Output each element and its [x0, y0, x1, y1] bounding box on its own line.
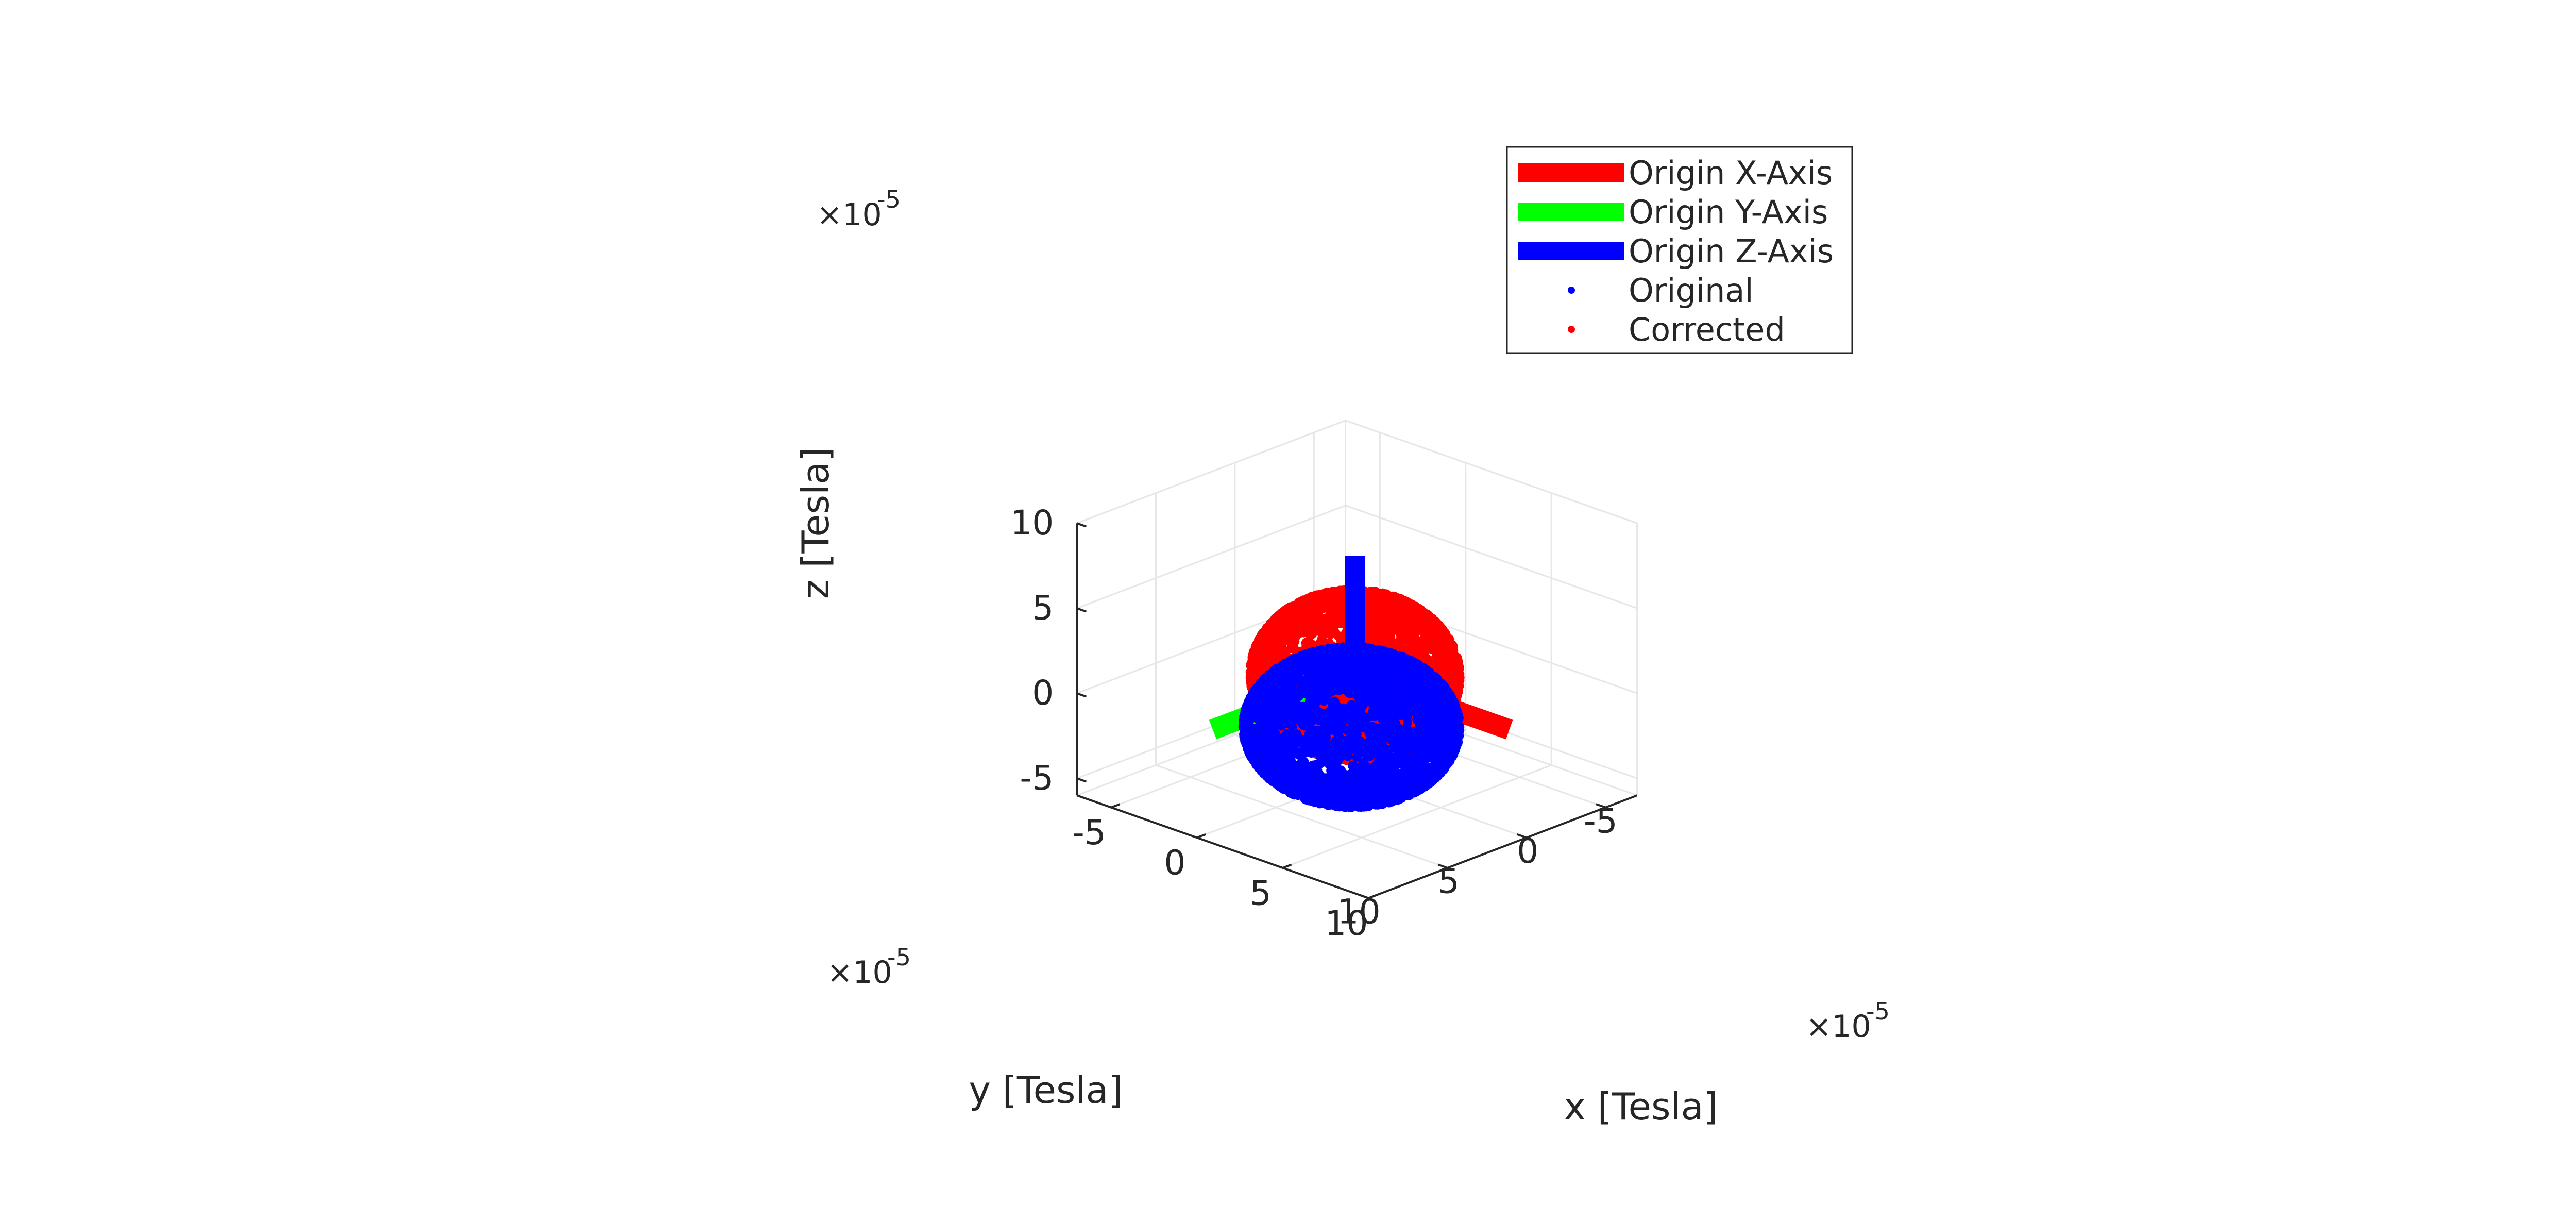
original-points-series [1238, 642, 1465, 812]
z-tick [1076, 607, 1087, 613]
y-tick-label: -5 [1584, 801, 1618, 841]
box-back-edge [1076, 420, 1346, 524]
y-tick [1596, 803, 1606, 809]
original-point [1329, 725, 1338, 735]
corrected-point-trace [1248, 593, 1370, 704]
original-point [1403, 717, 1412, 727]
x-tick [1111, 803, 1121, 809]
y-tick [1517, 833, 1527, 839]
original-point [1352, 747, 1362, 757]
back-wall-grid-line-z [1345, 505, 1638, 609]
original-point [1297, 756, 1307, 766]
y-tick-label: 0 [1517, 831, 1538, 871]
x-axis-ticks: -5 0 5 10 [1072, 803, 1378, 943]
y-axis-line [1368, 794, 1638, 899]
corrected-point [1301, 638, 1311, 647]
x-axis-line [1076, 794, 1369, 899]
z-tick-label: 5 [1032, 588, 1054, 628]
x-tick-label: 10 [1325, 903, 1368, 943]
original-point [1320, 752, 1330, 761]
y-axis-ticks: -5 0 5 10 [1337, 801, 1618, 931]
z-tick [1076, 692, 1087, 698]
side-wall-grid-line-z [1076, 505, 1346, 609]
original-point [1394, 748, 1404, 758]
original-point [1321, 729, 1331, 739]
original-point [1355, 774, 1365, 783]
floor-grid-line-x [1282, 764, 1552, 869]
original-point [1360, 743, 1370, 753]
y-tick-label: 5 [1438, 862, 1460, 901]
z-tick-label: -5 [1020, 758, 1054, 798]
corrected-point [1382, 634, 1392, 644]
x-tick [1282, 863, 1292, 869]
floor-grid-line-y [1156, 764, 1448, 869]
axes-box [1076, 523, 1638, 899]
y-tick [1437, 863, 1448, 869]
x-tick [1368, 894, 1378, 899]
y-tick [1359, 894, 1369, 899]
x-tick-label: 0 [1164, 843, 1185, 883]
original-point [1299, 721, 1309, 731]
x-tick [1196, 833, 1206, 839]
box-back-edge [1345, 420, 1638, 524]
x-tick-label: 5 [1250, 873, 1272, 913]
z-tick-label: 10 [1010, 503, 1054, 543]
corrected-point-trace [1259, 602, 1446, 678]
z-tick [1076, 522, 1087, 528]
y-tick-label: 10 [1337, 892, 1381, 931]
z-tick [1076, 777, 1087, 783]
x-tick-label: -5 [1072, 813, 1106, 852]
z-tick-label: 0 [1032, 673, 1054, 713]
original-point [1381, 758, 1391, 768]
corrected-point [1302, 627, 1312, 637]
z-axis-ticks: -5 0 5 10 [1010, 503, 1087, 798]
original-point [1379, 749, 1389, 759]
